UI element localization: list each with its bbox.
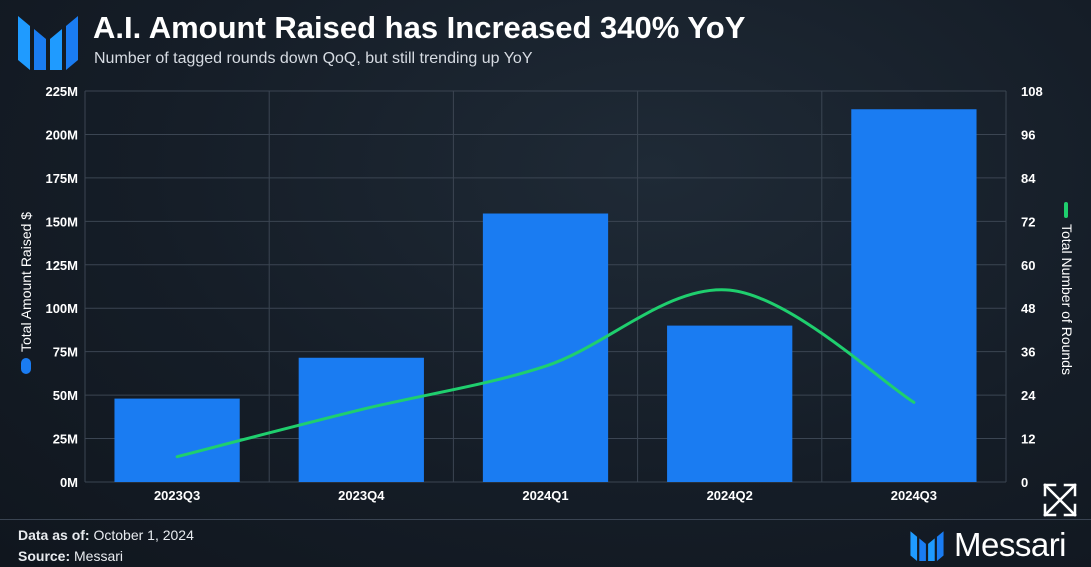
right-axis-title-group: Total Number of Rounds xyxy=(1059,202,1075,375)
y-tick-label-right: 108 xyxy=(1021,84,1043,99)
x-tick-label: 2024Q1 xyxy=(522,488,568,503)
right-axis-title: Total Number of Rounds xyxy=(1059,224,1075,375)
x-tick-label: 2024Q2 xyxy=(707,488,753,503)
bar-2024Q3 xyxy=(851,109,977,482)
bar-2024Q2 xyxy=(667,325,793,482)
x-tick-label: 2023Q3 xyxy=(154,488,200,503)
data-as-of-value: October 1, 2024 xyxy=(93,527,194,543)
y-tick-label-left: 100M xyxy=(45,301,78,316)
y-tick-label-left: 175M xyxy=(45,171,78,186)
y-tick-label-right: 96 xyxy=(1021,127,1035,142)
y-tick-label-left: 125M xyxy=(45,258,78,273)
y-tick-label-right: 12 xyxy=(1021,432,1035,447)
y-tick-label-left: 75M xyxy=(53,345,78,360)
left-axis-title-group: Total Amount Raised $ xyxy=(18,212,34,374)
y-tick-label-left: 225M xyxy=(45,84,78,99)
bars xyxy=(114,109,977,482)
y-tick-label-left: 0M xyxy=(60,475,78,490)
y-tick-label-left: 200M xyxy=(45,127,78,142)
brand-logo: Messari xyxy=(910,526,1067,563)
source-value: Messari xyxy=(74,548,124,564)
y-tick-label-right: 24 xyxy=(1021,388,1036,403)
left-axis-title: Total Amount Raised $ xyxy=(18,212,34,352)
combo-chart: 0M 25M 50M 75M 100M 125M 150M 175M 200M 225M 0 12 24… xyxy=(18,84,1075,503)
chart-title: A.I. Amount Raised has Increased 340% Yo… xyxy=(93,10,746,45)
source-label: Source: xyxy=(18,548,71,564)
expand-arrows-icon[interactable] xyxy=(1041,481,1079,519)
y-tick-label-left: 25M xyxy=(53,432,78,447)
y-tick-label-right: 72 xyxy=(1021,214,1035,229)
data-as-of-label: Data as of: xyxy=(18,527,90,543)
chart-subtitle: Number of tagged rounds down QoQ, but st… xyxy=(94,50,533,67)
brand-name: Messari xyxy=(954,526,1067,563)
y-tick-label-right: 0 xyxy=(1021,475,1028,490)
bar-2023Q3 xyxy=(114,398,240,482)
data-as-of: Data as of: October 1, 2024 xyxy=(18,527,194,543)
messari-brand-icon xyxy=(910,531,944,561)
y-tick-label-right: 36 xyxy=(1021,345,1035,360)
tick-labels: 0M 25M 50M 75M 100M 125M 150M 175M 200M 225M 0 12 24… xyxy=(45,84,1042,503)
rounds-line xyxy=(175,288,916,459)
y-tick-label-left: 150M xyxy=(45,214,78,229)
x-tick-label: 2024Q3 xyxy=(891,488,937,503)
source: Source: Messari xyxy=(18,548,123,564)
y-tick-label-right: 60 xyxy=(1021,258,1035,273)
footer-divider xyxy=(0,519,1091,520)
y-tick-label-left: 50M xyxy=(53,388,78,403)
y-tick-label-right: 84 xyxy=(1021,171,1036,186)
y-tick-label-right: 48 xyxy=(1021,301,1035,316)
right-axis-legend-marker xyxy=(1064,202,1068,218)
x-tick-label: 2023Q4 xyxy=(338,488,385,503)
left-axis-legend-marker xyxy=(21,358,31,374)
messari-logo-icon xyxy=(18,16,78,70)
